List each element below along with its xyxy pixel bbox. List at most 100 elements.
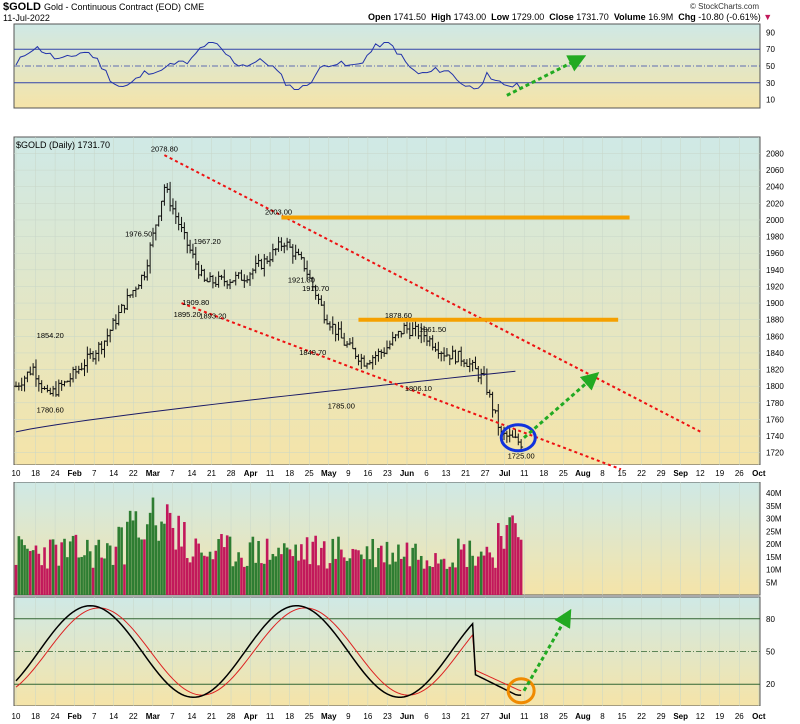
x-tick-label-bottom: Jul <box>499 712 511 721</box>
x-tick-label-bottom: 11 <box>520 712 529 721</box>
volume-bar <box>108 545 112 595</box>
volume-bar <box>519 539 523 595</box>
volume-bar <box>180 546 183 595</box>
volume-bar <box>448 566 452 595</box>
up-arrow-stochastic <box>522 608 572 692</box>
x-tick-label-bottom: 14 <box>187 712 196 721</box>
volume-bar <box>397 544 400 595</box>
x-tick-label: 8 <box>600 469 605 478</box>
volume-bar <box>445 568 449 595</box>
x-tick-label: 12 <box>696 469 705 478</box>
x-tick-label-bottom: 25 <box>559 712 568 721</box>
stochastic-k-line <box>15 604 522 699</box>
volume-bar <box>254 562 258 595</box>
down-arrow-icon: ▼ <box>763 12 773 22</box>
volume-bar <box>80 556 83 595</box>
volume-bar <box>106 543 109 595</box>
volume-bar <box>351 548 355 595</box>
volume-bar <box>100 557 103 595</box>
price-tick-label: 1880 <box>766 316 784 325</box>
volume-value: 16.9M <box>648 12 674 22</box>
x-tick-label-bottom: Jun <box>400 712 414 721</box>
volume-bar <box>268 559 272 595</box>
x-tick-label: 28 <box>227 469 236 478</box>
rsi-tick-label: 30 <box>766 79 775 88</box>
price-tick-label: 1740 <box>766 432 784 441</box>
x-tick-label: 11 <box>520 469 529 478</box>
price-tick-label: 1780 <box>766 399 784 408</box>
x-tick-label: 7 <box>170 469 175 478</box>
volume-bar <box>354 549 357 595</box>
volume-bar <box>251 536 255 595</box>
volume-bar <box>302 559 306 595</box>
x-tick-label: Mar <box>146 469 160 478</box>
volume-bar <box>137 537 141 595</box>
volume-bar <box>282 543 286 595</box>
x-tick-label-bottom: Sep <box>673 712 688 721</box>
price-annotation: 1780.60 <box>37 405 64 414</box>
price-annotation: 1878.60 <box>385 311 412 320</box>
volume-bar <box>394 561 397 595</box>
x-tick-label-bottom: Aug <box>575 712 591 721</box>
x-tick-label: 6 <box>424 469 429 478</box>
price-tick-label: 1800 <box>766 382 784 391</box>
volume-bar <box>66 557 69 595</box>
volume-tick-label: 30M <box>766 515 782 524</box>
volume-bar <box>337 536 340 595</box>
volume-bar <box>174 549 178 595</box>
x-tick-label: Jun <box>400 469 414 478</box>
x-tick-label-bottom: 9 <box>346 712 351 721</box>
rsi-tick-label: 90 <box>766 28 775 37</box>
volume-bar <box>231 566 235 595</box>
x-tick-label: 24 <box>51 469 60 478</box>
rsi-line <box>15 41 522 91</box>
volume-bar <box>402 556 406 595</box>
chg-label: Chg <box>678 12 696 22</box>
x-tick-label: 22 <box>129 469 138 478</box>
chart-date: 11-Jul-2022 <box>3 13 50 23</box>
volume-bar <box>225 535 229 595</box>
x-tick-label: 25 <box>305 469 314 478</box>
rsi-tick-label: 10 <box>766 96 775 105</box>
x-tick-label-bottom: Feb <box>68 712 82 721</box>
x-tick-label-bottom: 26 <box>735 712 744 721</box>
volume-bar <box>280 554 283 595</box>
x-tick-label-bottom: 27 <box>481 712 490 721</box>
volume-bar <box>428 566 432 595</box>
x-tick-label-bottom: 21 <box>461 712 470 721</box>
up-arrow-price <box>522 371 600 439</box>
volume-bar <box>31 550 35 595</box>
volume-bar <box>148 512 152 595</box>
price-tick-label: 2080 <box>766 149 784 158</box>
volume-bar <box>499 536 503 595</box>
price-annotation: 1785.00 <box>328 402 355 411</box>
rsi-tick-label: 70 <box>766 45 775 54</box>
x-tick-label: Aug <box>575 469 591 478</box>
volume-bar <box>291 556 295 595</box>
volume-bar <box>197 543 200 595</box>
price-annotation: 1895.20 <box>174 310 201 319</box>
volume-bar <box>511 515 514 595</box>
x-tick-label: 16 <box>363 469 372 478</box>
price-annotation: 1921.30 <box>288 275 315 284</box>
volume-bar <box>362 559 366 595</box>
chg-value: -10.80 (-0.61%) <box>698 12 761 22</box>
x-tick-label: 18 <box>539 469 548 478</box>
volume-bar <box>371 538 375 595</box>
volume-bar <box>494 567 497 595</box>
volume-bar <box>422 568 426 595</box>
stochastic-tick-label: 50 <box>766 648 775 657</box>
volume-bar <box>451 562 454 595</box>
price-tick-label: 2040 <box>766 183 784 192</box>
price-tick-label: 1820 <box>766 366 784 375</box>
instrument-name: Gold - Continuous Contract (EOD) <box>43 2 182 12</box>
volume-bar <box>200 552 203 595</box>
volume-bar <box>479 551 483 595</box>
low-label: Low <box>491 12 510 22</box>
x-axis-strip <box>0 465 800 482</box>
volume-bar <box>328 563 332 595</box>
price-tick-label: 1720 <box>766 449 784 458</box>
volume-bar <box>183 521 186 595</box>
price-tick-label: 1900 <box>766 299 784 308</box>
volume-bar <box>265 538 269 595</box>
